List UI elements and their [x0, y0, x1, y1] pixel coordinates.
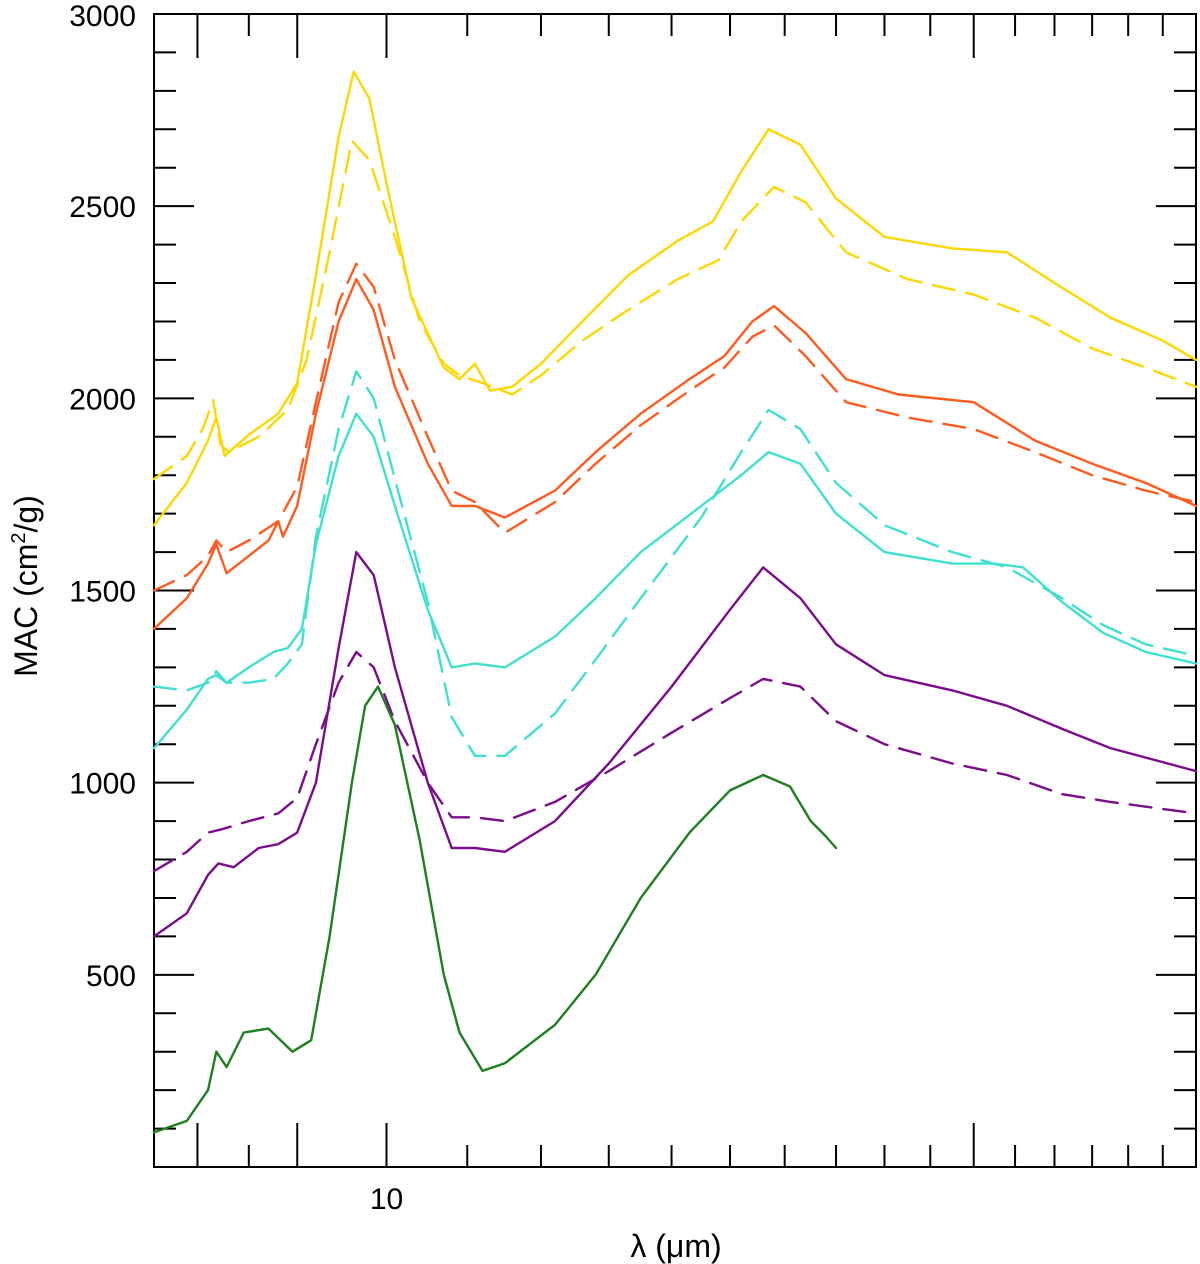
y-tick-label: 1000 [69, 768, 136, 801]
y-tick-label: 1500 [69, 576, 136, 609]
series-line-1 [152, 70, 1198, 527]
axes: 500 1000 1500 2000 2500 3000 10 [69, 0, 1197, 1216]
y-axis-label-main: MAC (cm [8, 544, 44, 677]
x-tick-label: 10 [370, 1183, 403, 1216]
series-group [152, 70, 1198, 1134]
series-line-8 [152, 650, 1198, 873]
labels: λ (μm) MAC (cm2/g) [8, 495, 722, 1264]
plot-frame [153, 13, 1197, 1168]
x-axis-label: λ (μm) [630, 1228, 721, 1264]
series-line-3 [152, 278, 1198, 631]
y-axis-label-sup: 2 [8, 532, 30, 543]
series-line-5 [152, 412, 1198, 750]
y-tick-label: 2000 [69, 383, 136, 416]
series-line-6 [152, 370, 1198, 757]
y-tick-label: 3000 [69, 0, 136, 33]
series-line-2 [152, 139, 1198, 481]
y-axis-label: MAC (cm2/g) [8, 495, 44, 677]
series-line-7 [152, 550, 1198, 938]
series-line-4 [152, 262, 1198, 592]
y-tick-label: 2500 [69, 191, 136, 224]
series-line-9 [152, 685, 838, 1134]
y-axis-label-tail: /g) [8, 495, 44, 532]
y-tick-label: 500 [86, 960, 136, 993]
